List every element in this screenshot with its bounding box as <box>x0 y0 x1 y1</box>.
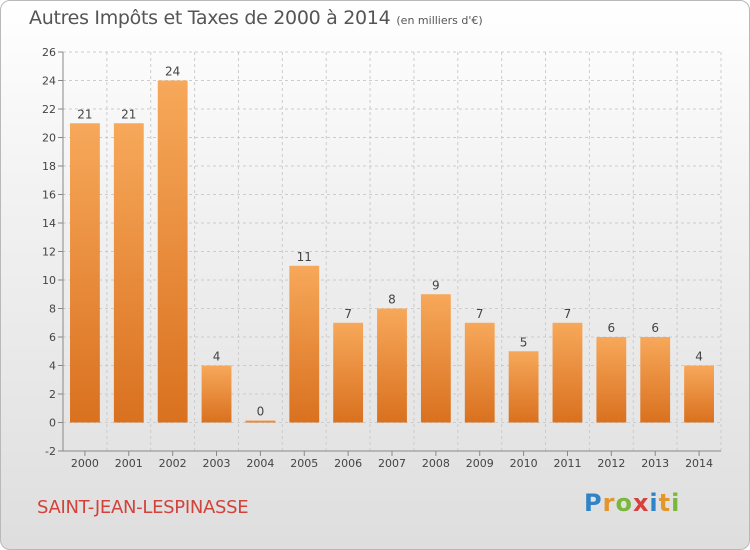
bar-2004 <box>245 420 276 423</box>
y-tick-label: 16 <box>42 189 56 202</box>
y-tick-label: 24 <box>42 75 56 88</box>
y-tick-label: 14 <box>42 217 56 230</box>
town-name: SAINT-JEAN-LESPINASSE <box>37 497 249 518</box>
x-tick-label-2006: 2006 <box>334 457 362 470</box>
y-tick-label: 6 <box>49 331 56 344</box>
value-label-2000: 21 <box>77 107 92 121</box>
chart-title: Autres Impôts et Taxes de 2000 à 2014 <box>29 7 391 29</box>
x-tick-label-2003: 2003 <box>203 457 231 470</box>
bar-2003 <box>201 365 232 423</box>
x-tick-label-2007: 2007 <box>378 457 406 470</box>
chart-header: Autres Impôts et Taxes de 2000 à 2014 (en… <box>29 7 483 29</box>
x-tick-label-2012: 2012 <box>597 457 625 470</box>
y-tick-label: 10 <box>42 274 56 287</box>
value-label-2006: 7 <box>344 307 352 321</box>
value-label-2004: 0 <box>257 405 265 419</box>
value-label-2014: 4 <box>695 350 703 364</box>
x-tick-label-2002: 2002 <box>159 457 187 470</box>
x-tick-label-2014: 2014 <box>685 457 713 470</box>
x-tick-label-2008: 2008 <box>422 457 450 470</box>
x-tick-label-2000: 2000 <box>71 457 99 470</box>
x-tick-label-2013: 2013 <box>641 457 669 470</box>
y-tick-label: 22 <box>42 103 56 116</box>
y-tick-label: 8 <box>49 303 56 316</box>
x-tick-label-2011: 2011 <box>553 457 581 470</box>
value-label-2009: 7 <box>476 307 484 321</box>
value-label-2008: 9 <box>432 278 440 292</box>
value-label-2012: 6 <box>608 321 616 335</box>
y-tick-label: 0 <box>49 417 56 430</box>
bar-2011 <box>552 322 583 423</box>
x-tick-label-2004: 2004 <box>246 457 274 470</box>
bar-2007 <box>377 308 407 423</box>
x-tick-label-2005: 2005 <box>290 457 318 470</box>
bar-2002 <box>157 80 188 423</box>
value-label-2007: 8 <box>388 293 396 307</box>
bars <box>70 80 714 423</box>
bar-2010 <box>508 351 539 423</box>
x-tick-label-2009: 2009 <box>466 457 494 470</box>
value-label-2001: 21 <box>121 107 136 121</box>
axes <box>58 51 721 456</box>
y-tick-label: 12 <box>42 246 56 259</box>
y-tick-label: 4 <box>49 360 56 373</box>
bar-2005 <box>289 265 320 423</box>
bar-2009 <box>464 322 495 423</box>
chart-subtitle: (en milliers d'€) <box>396 14 483 27</box>
value-label-2002: 24 <box>165 65 180 79</box>
labels: -202468101214161820222426212000212001242… <box>42 46 713 470</box>
bar-2014 <box>684 365 714 423</box>
y-tick-label: 18 <box>42 160 56 173</box>
value-label-2013: 6 <box>651 321 659 335</box>
value-label-2011: 7 <box>564 307 572 321</box>
value-label-2005: 11 <box>297 250 312 264</box>
y-tick-label: 20 <box>42 132 56 145</box>
bar-2001 <box>113 123 144 423</box>
y-tick-label: 26 <box>42 46 56 59</box>
proxiti-logo: Proxiti <box>584 489 681 517</box>
x-tick-label-2001: 2001 <box>115 457 143 470</box>
bar-2012 <box>596 337 627 423</box>
bar-2013 <box>640 337 671 423</box>
bar-2008 <box>420 294 451 423</box>
y-tick-label: 2 <box>49 388 56 401</box>
value-label-2010: 5 <box>520 335 528 349</box>
value-label-2003: 4 <box>213 350 221 364</box>
y-tick-label: -2 <box>45 445 56 458</box>
x-tick-label-2010: 2010 <box>510 457 538 470</box>
bar-2006 <box>333 322 364 423</box>
bar-2000 <box>70 123 100 423</box>
